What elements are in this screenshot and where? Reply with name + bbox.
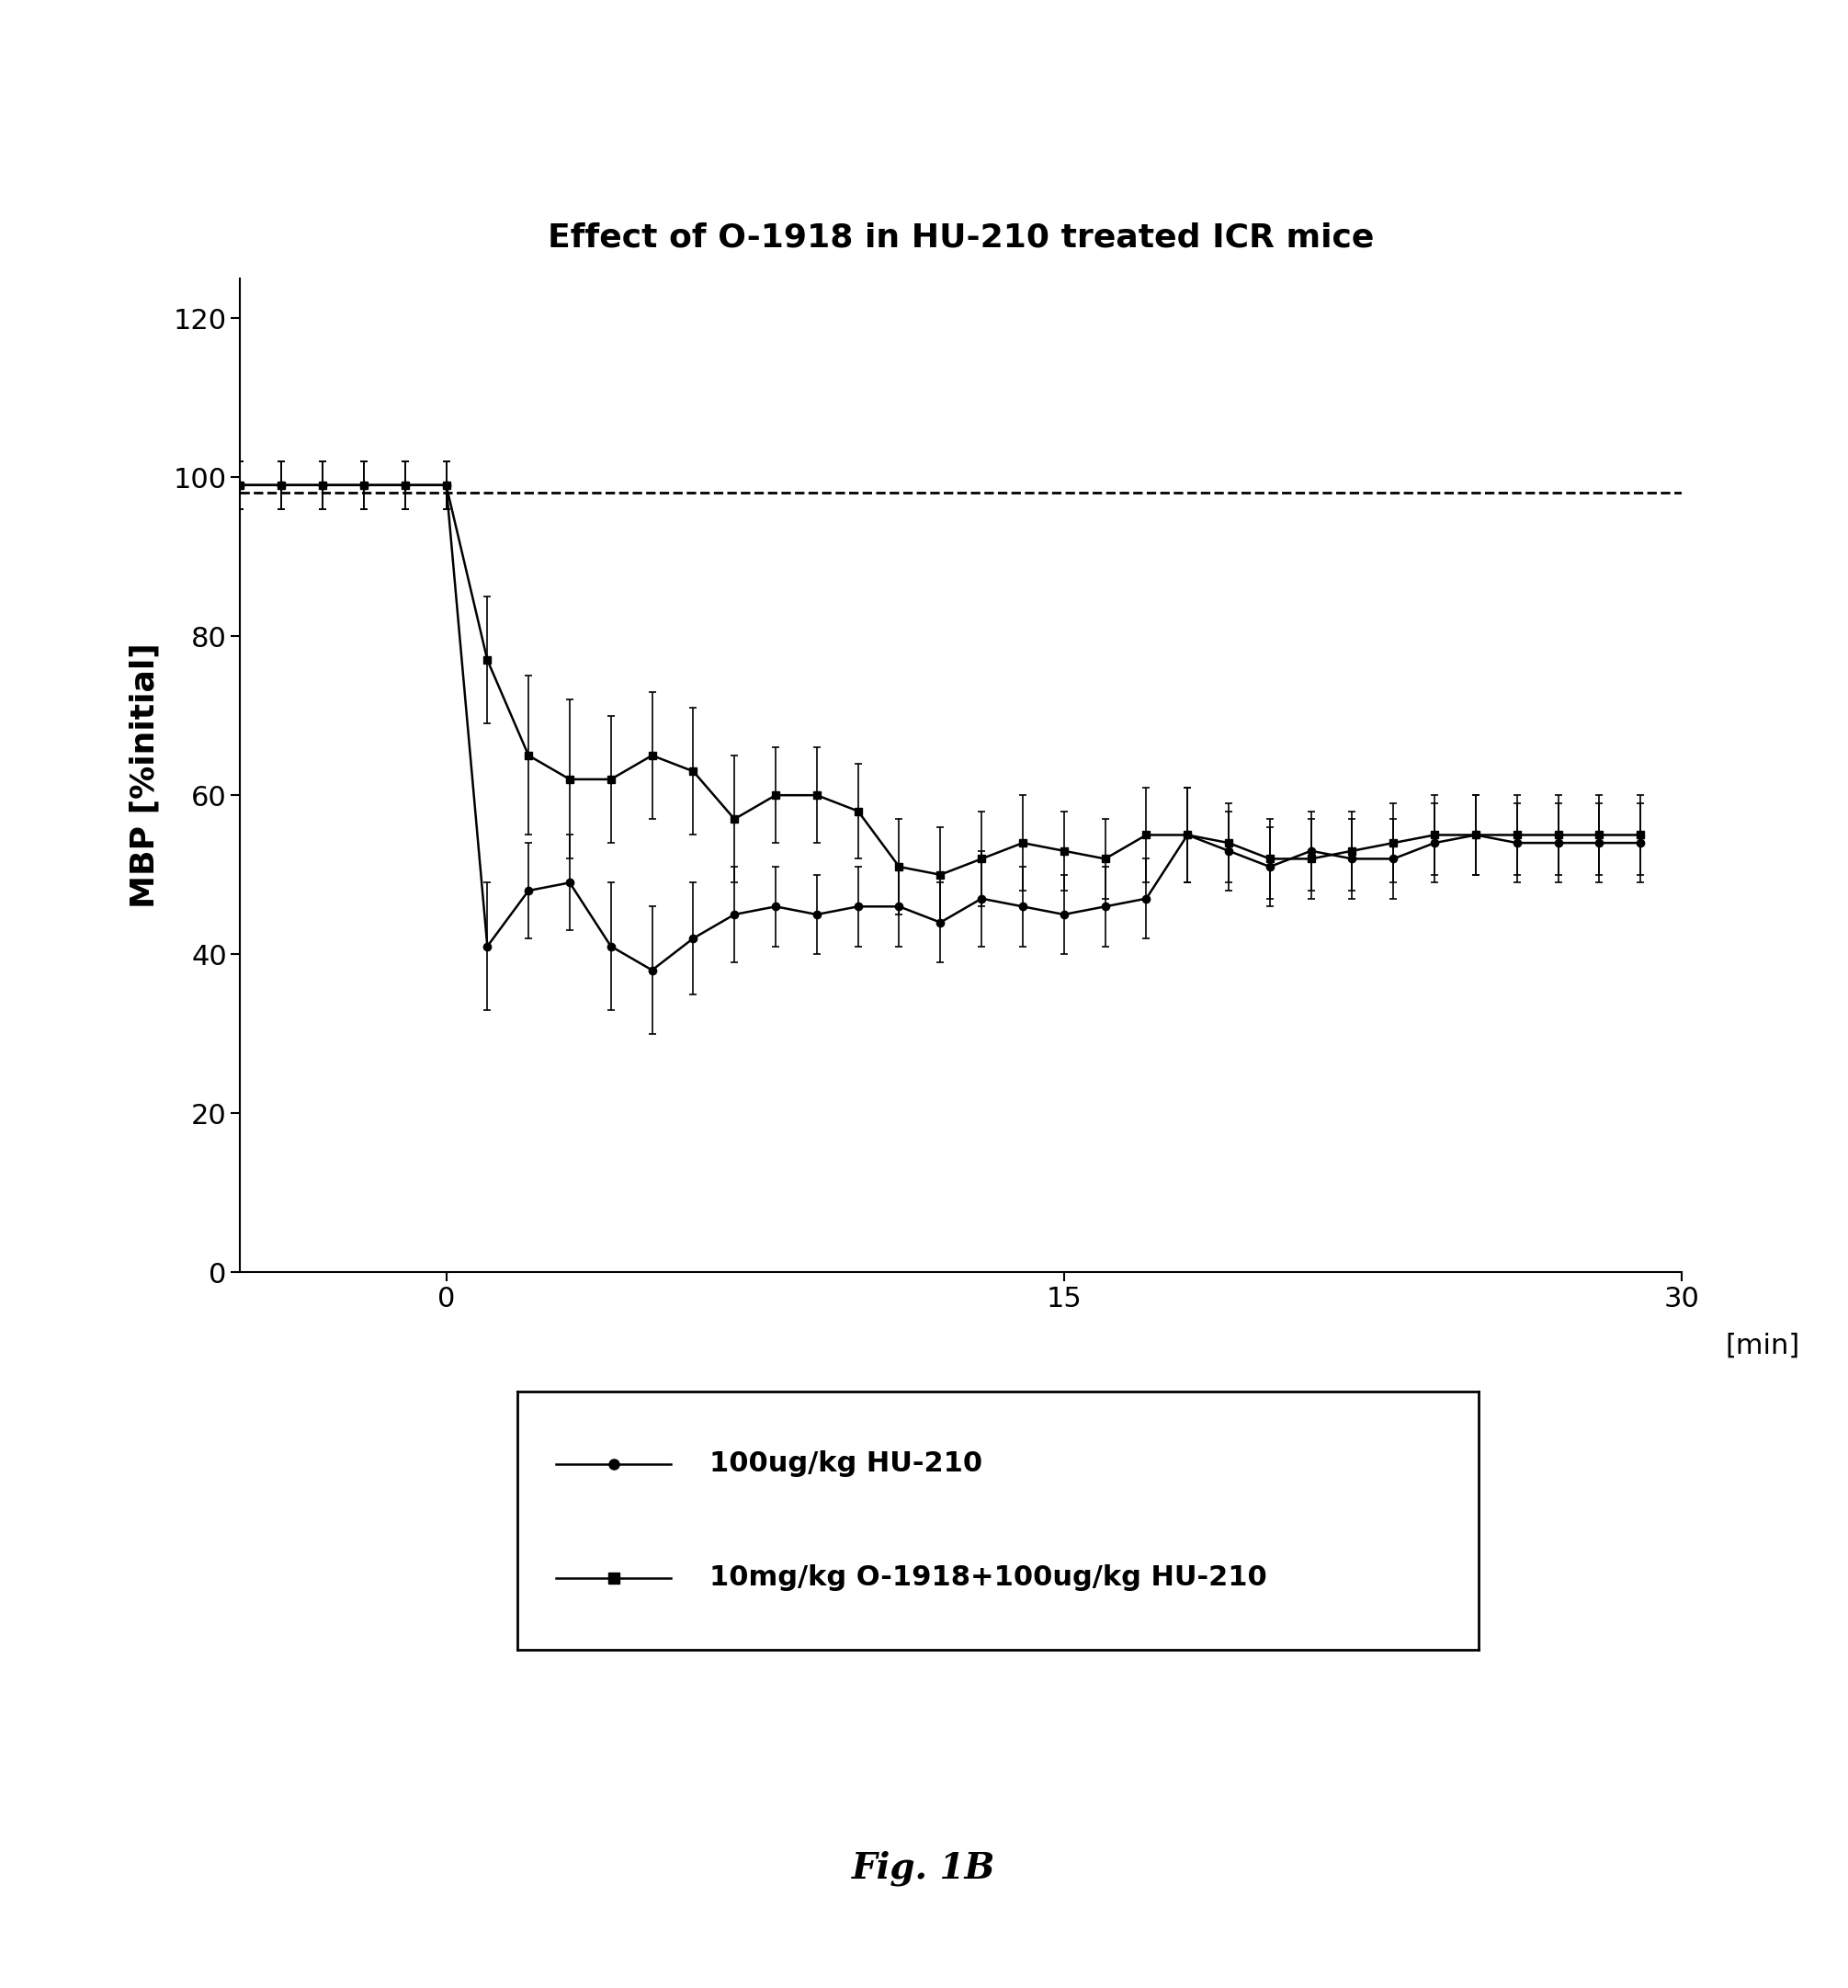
- Title: Effect of O-1918 in HU-210 treated ICR mice: Effect of O-1918 in HU-210 treated ICR m…: [547, 221, 1375, 252]
- Text: [min]: [min]: [1724, 1332, 1800, 1358]
- Text: 10mg/kg O-1918+100ug/kg HU-210: 10mg/kg O-1918+100ug/kg HU-210: [710, 1565, 1268, 1590]
- Text: Fig. 1B: Fig. 1B: [852, 1851, 996, 1887]
- Y-axis label: MBP [%initial]: MBP [%initial]: [129, 642, 161, 909]
- Text: 100ug/kg HU-210: 100ug/kg HU-210: [710, 1451, 983, 1477]
